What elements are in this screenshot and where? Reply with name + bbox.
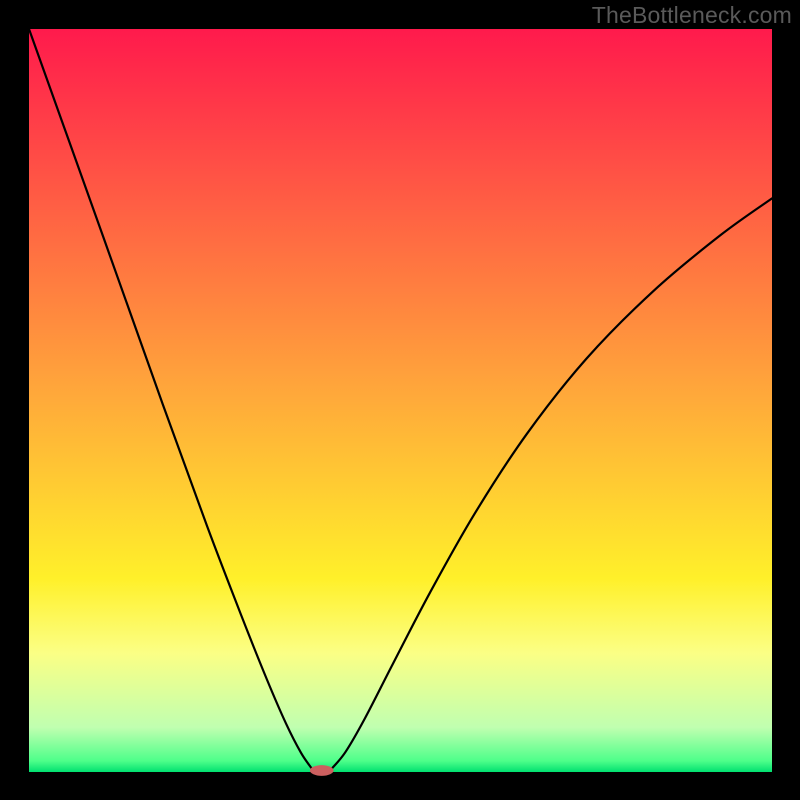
watermark-text: TheBottleneck.com [592,2,792,29]
optimum-marker [0,0,800,800]
